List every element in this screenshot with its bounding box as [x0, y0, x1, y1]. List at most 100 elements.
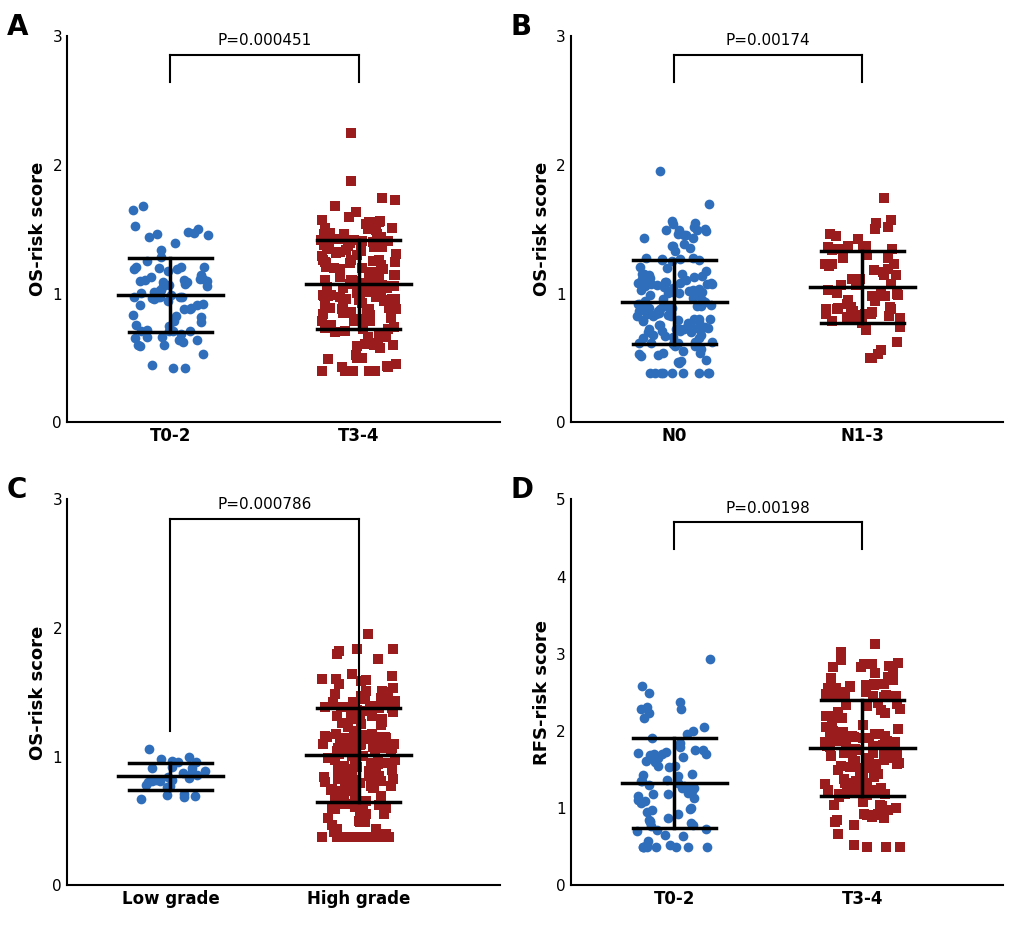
Point: [654, 299, 671, 314]
Point: [333, 699, 350, 714]
Point: [678, 273, 694, 288]
Point: [386, 737, 403, 752]
Point: [176, 361, 193, 376]
Point: [659, 308, 676, 323]
Point: [373, 290, 389, 305]
Point: [360, 302, 376, 316]
Point: [672, 324, 688, 339]
Point: [352, 808, 368, 823]
Point: [319, 730, 335, 745]
Point: [369, 236, 385, 251]
Point: [817, 306, 834, 321]
Point: [342, 253, 359, 267]
Point: [641, 815, 657, 830]
Point: [816, 777, 833, 792]
Point: [329, 772, 345, 787]
Point: [865, 636, 881, 651]
Point: [697, 821, 713, 836]
Point: [360, 304, 376, 319]
Point: [159, 780, 175, 795]
Point: [374, 261, 390, 276]
Point: [358, 672, 374, 687]
Point: [125, 308, 142, 323]
Point: [189, 333, 205, 348]
Point: [356, 704, 372, 719]
Point: [633, 702, 649, 717]
Point: [315, 306, 331, 321]
Point: [158, 787, 174, 802]
Point: [852, 773, 868, 788]
Point: [318, 255, 334, 270]
Point: [833, 758, 849, 773]
Point: [376, 829, 392, 844]
Point: [387, 357, 404, 372]
Point: [358, 276, 374, 290]
Point: [351, 814, 367, 829]
Point: [879, 309, 896, 324]
Point: [843, 729, 859, 744]
Point: [334, 302, 351, 316]
Point: [386, 267, 403, 282]
Point: [669, 313, 686, 327]
Point: [384, 762, 400, 777]
Point: [362, 756, 378, 771]
Point: [326, 752, 342, 767]
Point: [350, 732, 366, 746]
Point: [131, 298, 148, 313]
Point: [667, 840, 684, 855]
Point: [652, 366, 668, 381]
Point: [323, 318, 339, 333]
Point: [346, 314, 363, 328]
Point: [664, 281, 681, 296]
Point: [876, 729, 893, 744]
Point: [656, 827, 673, 842]
Point: [385, 320, 401, 335]
Point: [125, 262, 142, 277]
Point: [313, 233, 329, 248]
Point: [702, 276, 718, 290]
Point: [371, 215, 387, 229]
Point: [337, 745, 354, 759]
Point: [143, 270, 159, 285]
Point: [373, 774, 389, 789]
Point: [372, 730, 388, 745]
Point: [818, 783, 835, 797]
Point: [851, 742, 867, 757]
Point: [875, 746, 892, 760]
Point: [363, 779, 379, 794]
Point: [379, 755, 395, 770]
Point: [370, 275, 386, 290]
Point: [360, 626, 376, 641]
Point: [332, 269, 348, 284]
Point: [358, 807, 374, 821]
Point: [823, 242, 840, 257]
Point: [654, 346, 671, 361]
Point: [127, 219, 144, 234]
Point: [324, 818, 340, 833]
Point: [887, 267, 903, 282]
Point: [199, 278, 215, 293]
Point: [845, 838, 861, 853]
Point: [346, 772, 363, 787]
Point: [386, 267, 403, 282]
Point: [685, 251, 701, 265]
Point: [696, 319, 712, 334]
Point: [649, 303, 665, 318]
Point: [360, 302, 376, 317]
Point: [358, 794, 374, 808]
Point: [684, 230, 700, 245]
Point: [853, 785, 869, 800]
Point: [357, 691, 373, 706]
Point: [685, 219, 701, 234]
Point: [378, 800, 394, 815]
Point: [373, 258, 389, 273]
Point: [372, 793, 388, 808]
Point: [353, 243, 369, 258]
Point: [629, 789, 645, 804]
Point: [360, 221, 376, 236]
Point: [382, 743, 398, 758]
Point: [683, 800, 699, 815]
Point: [824, 723, 841, 738]
Point: [676, 228, 692, 242]
Point: [857, 238, 873, 253]
